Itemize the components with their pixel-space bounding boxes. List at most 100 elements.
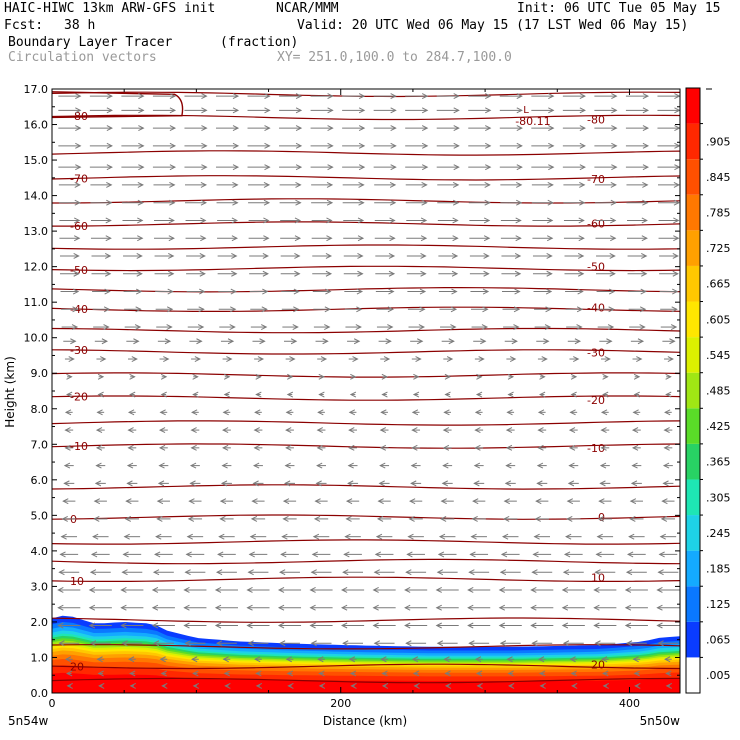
vector-arrow	[441, 480, 453, 487]
vector-head	[184, 640, 191, 647]
vector-head	[446, 356, 454, 362]
vector-arrow	[89, 125, 113, 132]
vector-head	[255, 682, 263, 689]
vector-head	[570, 670, 577, 677]
vector-head	[475, 391, 483, 398]
vector-arrow	[281, 306, 300, 313]
vector-arrow	[413, 373, 420, 380]
vector-arrow	[624, 622, 648, 629]
vector-arrow	[248, 181, 271, 188]
vector-arrow	[282, 324, 299, 330]
vector-arrow	[88, 587, 112, 593]
vector-arrow	[502, 306, 521, 313]
vector-arrow	[536, 338, 550, 345]
vector-head	[611, 93, 618, 100]
vector-arrow	[533, 533, 551, 540]
vector-head	[478, 356, 485, 362]
vector-arrow	[375, 533, 393, 540]
vector-arrow	[250, 324, 268, 330]
vector-arrow	[537, 444, 547, 451]
vector-arrow	[375, 288, 395, 295]
vector-arrow	[442, 462, 453, 469]
contour-line	[51, 349, 681, 355]
vector-arrow	[342, 199, 365, 206]
vector-arrow	[658, 551, 678, 558]
vector-arrow	[595, 235, 617, 242]
vector-head	[438, 533, 446, 540]
vector-arrow	[437, 181, 460, 188]
vector-arrow	[280, 270, 301, 277]
vector-head	[246, 622, 253, 629]
vector-head	[642, 93, 650, 100]
vector-head	[129, 682, 136, 689]
vector-head	[594, 640, 601, 647]
vector-arrow	[151, 604, 175, 611]
vector-arrow	[599, 338, 613, 345]
vector-head	[106, 181, 113, 188]
x-tick-label: 400	[619, 697, 640, 710]
vector-head	[579, 107, 586, 114]
vector-head	[379, 444, 387, 451]
axes: 0.01.02.03.04.05.06.07.08.09.010.011.012…	[8, 83, 680, 728]
vector-head	[530, 604, 537, 611]
vector-head	[295, 93, 303, 100]
vector-arrow	[154, 235, 175, 242]
vector-head	[498, 587, 506, 593]
vector-head	[74, 199, 81, 206]
vector-head	[325, 270, 333, 277]
vector-arrow	[161, 682, 168, 689]
vector-arrow	[126, 480, 138, 487]
vector-arrow	[121, 107, 145, 114]
vector-arrow	[568, 444, 578, 451]
vector-arrow	[215, 107, 240, 114]
vector-head	[594, 569, 601, 576]
vector-head	[294, 235, 302, 242]
vector-arrow	[214, 622, 238, 629]
vector-arrow	[594, 181, 617, 188]
vector-head	[138, 164, 145, 171]
vector-head	[535, 498, 542, 505]
vector-arrow	[348, 409, 357, 416]
vector-head	[229, 324, 236, 330]
vector-head	[294, 217, 302, 224]
vector-head	[611, 164, 618, 171]
vector-head	[548, 107, 555, 114]
vector-arrow	[440, 515, 455, 522]
vector-head	[596, 533, 603, 540]
vector-head	[642, 181, 649, 188]
vector-head	[480, 338, 487, 345]
vector-head	[254, 656, 261, 663]
vector-head	[135, 288, 143, 295]
vector-arrow	[471, 324, 489, 330]
vector-arrow	[255, 682, 263, 689]
vector-arrow	[568, 427, 578, 434]
x-tick-label: 0	[49, 697, 56, 710]
vector-arrow	[442, 444, 452, 451]
vector-arrow	[122, 551, 142, 558]
vector-arrow	[468, 569, 490, 576]
vector-head	[156, 515, 163, 522]
vector-head	[285, 427, 292, 434]
vector-head	[98, 682, 105, 689]
vector-head	[576, 324, 583, 330]
vector-arrow	[90, 181, 113, 188]
vector-arrow	[249, 533, 267, 540]
vector-head	[407, 533, 414, 540]
x-start-location: 5n54w	[8, 714, 49, 728]
vector-arrow	[220, 338, 235, 345]
vector-arrow	[663, 444, 673, 451]
tracer-fill-layer	[52, 615, 680, 693]
contour-label: -80	[587, 114, 605, 127]
vector-head	[547, 199, 554, 206]
vector-arrow	[660, 515, 676, 522]
vector-head	[574, 338, 582, 345]
vector-head	[253, 444, 260, 451]
vector-head	[262, 288, 269, 295]
vector-arrow	[253, 462, 263, 469]
vector-head	[499, 640, 507, 647]
colorbar-swatch	[686, 443, 700, 480]
vector-arrow	[247, 93, 271, 100]
vector-arrow	[561, 587, 585, 593]
vector-arrow	[153, 181, 176, 188]
vector-arrow	[500, 181, 523, 188]
